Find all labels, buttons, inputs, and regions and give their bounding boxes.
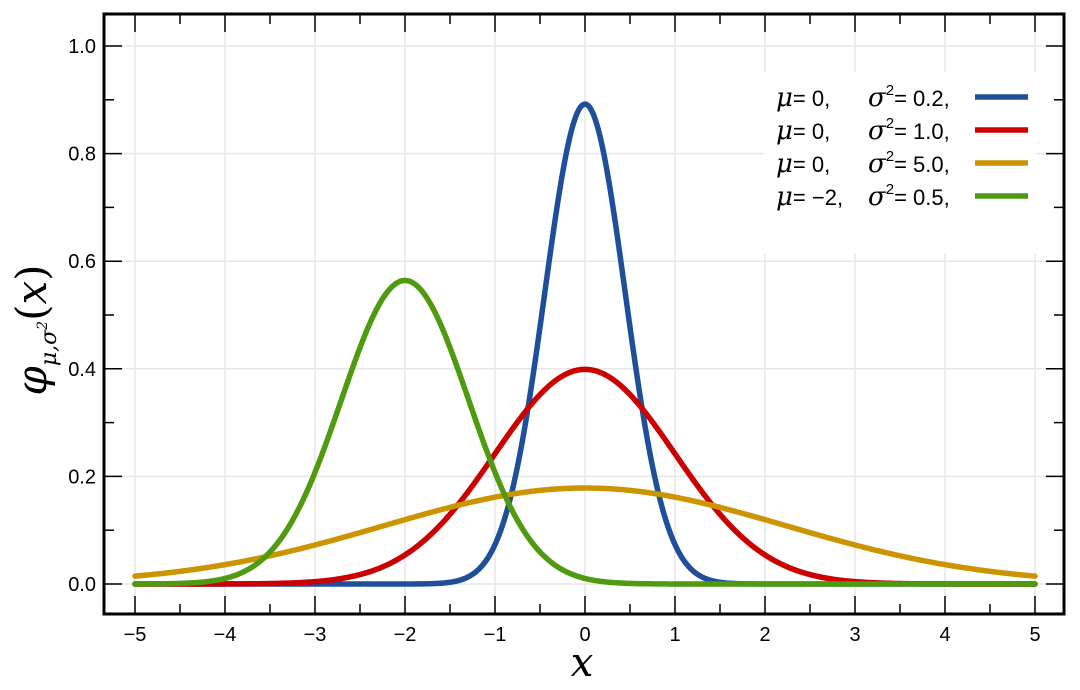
series-curve-3 [132,485,1038,579]
y-axis-symbol: φ [7,366,56,396]
legend-entry-variance: σ2= 1.0, [868,115,950,146]
plot-frame [102,12,1066,616]
legend-entry-label: μ= 0, [776,116,830,146]
y-axis-subscript-mu: μ [37,352,62,366]
x-tick-label: 5 [1029,624,1040,646]
axis-ticks [104,14,1064,614]
legend-mu-symbol: μ [776,182,793,212]
legend-entry-variance: σ2= 5.0, [868,148,950,179]
legend-sigma-power: 2 [886,115,894,132]
legend-sigma-value: = 5.0, [894,152,950,177]
y-tick-label: 1.0 [68,36,96,58]
legend-mu-symbol: μ [776,149,793,179]
legend-sigma-value: = 1.0, [894,119,950,144]
legend-entry-label: μ= 0, [776,149,830,179]
series-curves [132,101,1038,587]
legend-sigma-symbol: σ [868,182,887,212]
legend-entry-label: μ= −2, [776,182,843,212]
legend-sigma-power: 2 [886,148,894,165]
legend-sigma-value: = 0.2, [894,86,950,111]
legend-sigma-symbol: σ [868,149,887,179]
plot-border [102,12,1066,616]
legend-mu-value: = 0, [793,119,830,144]
legend-sigma-symbol: σ [868,116,887,146]
y-axis-subscript-sep: , [37,345,62,352]
legend-entry-variance: σ2= 0.2, [868,82,950,113]
legend: μ= 0, σ2= 0.2,μ= 0, σ2= 1.0,μ= 0, σ2= 5.0,μ… [764,72,1036,254]
y-tick-label: 0.8 [68,144,96,166]
tick-labels: −5 −4 −3 −2 −1 0 1 2 3 4 5 0.0 0.2 0.4 0.6 0.8 1.0 [68,36,1040,646]
x-tick-label: 4 [939,624,950,646]
x-tick-label: −4 [214,624,237,646]
y-axis-subscript-power: 2 [35,321,51,331]
y-tick-label: 0.6 [68,251,96,273]
x-axis-title: x [571,640,594,686]
y-axis-arg-close: ) [7,264,56,280]
y-axis-arg-open: ( [7,305,56,321]
x-tick-label: 3 [849,624,860,646]
legend-sigma-power: 2 [886,82,894,99]
legend-sigma-power: 2 [886,181,894,198]
legend-mu-value: = 0, [793,152,830,177]
x-tick-label: 2 [759,624,770,646]
y-tick-label: 0.0 [68,574,96,596]
x-tick-label: 0 [579,624,590,646]
y-axis-subscript-sigma: σ [37,329,62,345]
legend-entry-label: μ= 0, [776,83,830,113]
legend-mu-value: = 0, [793,86,830,111]
legend-sigma-symbol: σ [868,83,887,113]
legend-mu-symbol: μ [776,116,793,146]
x-tick-label: −2 [394,624,417,646]
legend-entry-variance: σ2= 0.5, [868,181,950,212]
x-tick-label: 1 [669,624,680,646]
x-tick-label: −3 [304,624,327,646]
legend-mu-value: = −2, [793,185,843,210]
y-axis-arg: x [7,281,56,305]
x-tick-label: −1 [484,624,507,646]
series-curve-4 [132,277,1038,587]
legend-mu-symbol: μ [776,83,793,113]
legend-sigma-value: = 0.5, [894,185,950,210]
x-tick-label: −5 [124,624,147,646]
y-tick-label: 0.2 [68,466,96,488]
y-axis-title: φμ,σ2(x) [7,264,62,395]
y-tick-label: 0.4 [68,359,96,381]
svg-text:φμ,σ2(x): φμ,σ2(x) [7,264,62,395]
